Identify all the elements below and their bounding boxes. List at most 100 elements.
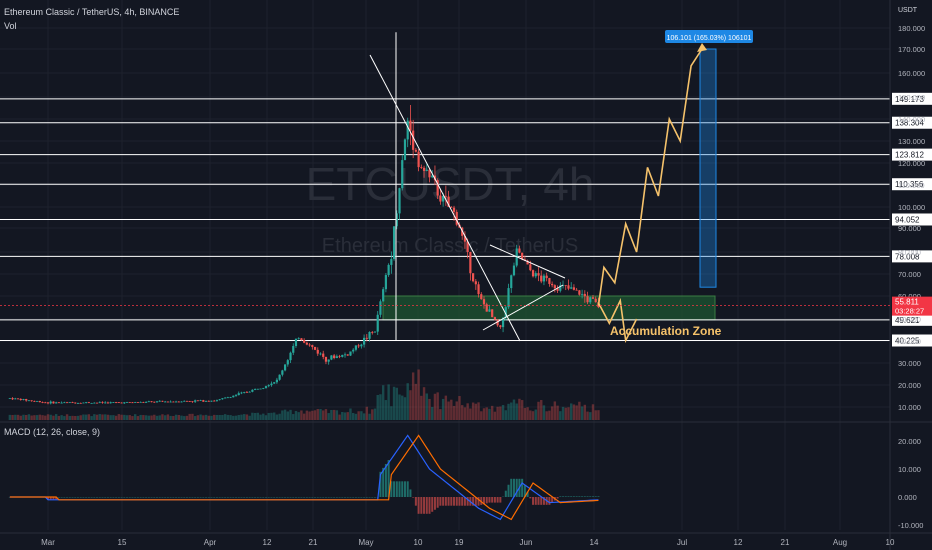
macd-hist-bar — [444, 497, 447, 506]
volume-bar — [16, 414, 20, 420]
volume-bar — [305, 410, 309, 420]
price-tick-label: 90.000 — [898, 224, 921, 233]
level-label: 110.356 — [892, 178, 932, 191]
candle-body — [174, 401, 178, 403]
candle-body — [469, 252, 472, 274]
volume-bar — [591, 404, 595, 420]
macd-hist-bar — [341, 497, 344, 498]
volume-bar — [300, 410, 303, 420]
candle-body — [123, 402, 126, 404]
volume-bar — [177, 414, 180, 420]
candle-body — [422, 167, 426, 171]
volume-bar — [520, 400, 524, 420]
macd-hist-bar — [368, 497, 371, 498]
accumulation-zone[interactable] — [382, 295, 716, 321]
volume-bar — [512, 399, 516, 420]
candle-body — [335, 356, 338, 358]
macd-hist-bar — [120, 497, 123, 498]
price-levels[interactable]: 149.173 138.304 123.812 110.356 94.052 78.008… — [0, 92, 932, 347]
volume-label[interactable]: Vol — [4, 21, 17, 31]
candle-body — [180, 401, 183, 403]
candle-body — [256, 388, 259, 390]
volume-bar — [25, 414, 28, 420]
volume-bar — [35, 415, 39, 420]
candle-body — [548, 278, 551, 284]
candle-body — [243, 391, 246, 393]
volume-bar — [270, 412, 273, 420]
volume-bar — [357, 411, 360, 420]
level-label-box — [892, 334, 932, 347]
volume-bar — [409, 390, 412, 420]
macd-hist-bar — [333, 497, 336, 498]
target-label[interactable]: 106.101 (165.03%) 106101 — [665, 30, 753, 43]
volume-bar — [482, 408, 486, 420]
candle-body — [139, 401, 142, 403]
candle-body — [575, 289, 578, 291]
candle-body — [540, 275, 543, 282]
volume-bar — [518, 398, 521, 420]
symbol-title[interactable]: Ethereum Classic / TetherUS, 4h, BINANCE — [4, 7, 180, 17]
volume-bar — [537, 401, 540, 420]
time-axis[interactable]: Mar 15 Apr 12 21 May 10 19 Jun 14 Jul 12 21 Aug 10 — [0, 532, 932, 547]
candle-body — [586, 296, 589, 303]
candle-body — [213, 400, 216, 402]
candle-body — [376, 314, 379, 332]
macd-hist-bar — [534, 497, 537, 505]
macd-hist-bar — [496, 497, 499, 503]
macd-hist-bar — [390, 481, 393, 497]
volume-bar — [158, 415, 161, 420]
macd-hist-bar — [224, 497, 227, 498]
volume-bar — [436, 392, 439, 420]
macd-panel — [8, 434, 600, 521]
volume-bar — [256, 412, 260, 420]
projection-path[interactable] — [597, 43, 707, 344]
level-label-box — [892, 250, 932, 263]
macd-hist-bar — [311, 497, 314, 498]
volume-bar — [153, 414, 156, 420]
volume-bar — [559, 411, 562, 420]
volume-bar — [384, 400, 388, 420]
volume-bar — [466, 403, 469, 420]
accumulation-projection — [597, 297, 638, 344]
candle-body — [594, 298, 597, 303]
level-label-box — [892, 213, 932, 226]
candle-body — [472, 273, 475, 282]
target-box[interactable] — [699, 48, 717, 288]
volume-bar — [490, 405, 494, 420]
volume-bar — [420, 395, 423, 420]
candle-body — [134, 402, 137, 403]
macd-hist-bar — [515, 478, 518, 497]
time-tick-label: 19 — [455, 538, 464, 547]
macd-label[interactable]: MACD (12, 26, close, 9) — [4, 427, 101, 437]
candle-body — [333, 355, 336, 358]
candle-body — [166, 401, 169, 403]
macd-hist-bar — [447, 497, 450, 506]
volume-bar — [422, 387, 426, 420]
price-tick-label: 30.000 — [898, 359, 921, 368]
volume-bar — [354, 413, 358, 420]
volume-bar — [450, 399, 453, 420]
time-tick-label: 10 — [414, 538, 423, 547]
macd-hist-bar — [49, 497, 52, 500]
trendlines[interactable] — [369, 54, 566, 342]
volume-bar — [496, 406, 499, 420]
volume-bar — [319, 409, 322, 420]
volume-bar — [414, 383, 418, 420]
candle-body — [564, 285, 567, 287]
candle-body — [30, 400, 33, 402]
macd-hist-bar — [493, 497, 496, 503]
candle-body — [145, 401, 148, 403]
macd-hist-bar — [562, 496, 565, 497]
candle-body — [518, 248, 521, 253]
macd-hist-bar — [243, 497, 246, 498]
price-tick-label: 120.000 — [898, 159, 925, 168]
volume-bar — [272, 412, 276, 420]
level-label-box — [892, 92, 932, 105]
watermark-subtitle: Ethereum Classic / TetherUS — [322, 235, 578, 257]
volume-bar — [373, 408, 377, 420]
macd-hist-bar — [431, 497, 434, 512]
candle-body — [14, 398, 17, 400]
